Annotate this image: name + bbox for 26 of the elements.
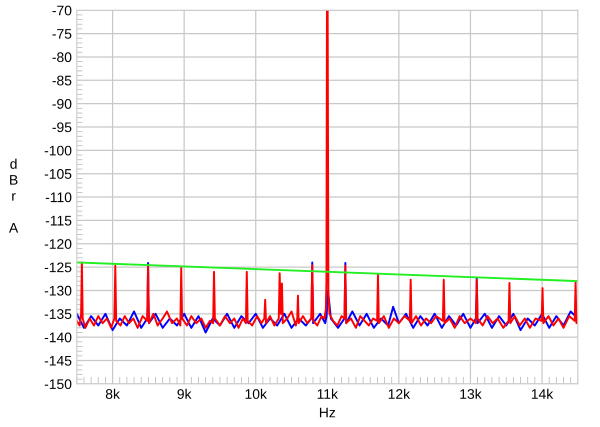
y-tick-label: -115 xyxy=(46,216,72,226)
y-tick-label: -80 xyxy=(52,52,72,62)
y-tick-label: -105 xyxy=(44,169,72,179)
y-tick-label: -120 xyxy=(44,239,72,249)
y-tick-label: -110 xyxy=(46,192,72,202)
y-tick-label: -75 xyxy=(52,29,72,39)
x-axis-title: Hz xyxy=(320,408,336,418)
x-tick-label: 9k xyxy=(177,388,192,399)
x-tick-label: 11k xyxy=(318,388,338,399)
x-tick-label: 14k xyxy=(532,388,554,399)
y-tick-label: -125 xyxy=(44,262,72,272)
y-tick-label: -150 xyxy=(44,379,72,390)
text: dBr A xyxy=(8,158,18,233)
y-tick-label: -140 xyxy=(44,332,72,342)
y-tick-label: -130 xyxy=(44,286,72,296)
x-tick-label: 12k xyxy=(388,388,410,399)
x-tick-label: 10k xyxy=(246,388,267,399)
y-tick-label: -85 xyxy=(52,76,72,86)
y-tick-label: -70 xyxy=(52,6,72,16)
y-tick-label: -90 xyxy=(52,98,72,109)
x-tick-label: 8k xyxy=(106,388,120,399)
y-tick-label: -135 xyxy=(44,309,72,319)
y-tick-label: -145 xyxy=(44,356,72,366)
y-tick-label: -100 xyxy=(44,146,72,156)
y-tick-label: -95 xyxy=(52,122,72,132)
x-tick-label: 13k xyxy=(460,388,482,399)
